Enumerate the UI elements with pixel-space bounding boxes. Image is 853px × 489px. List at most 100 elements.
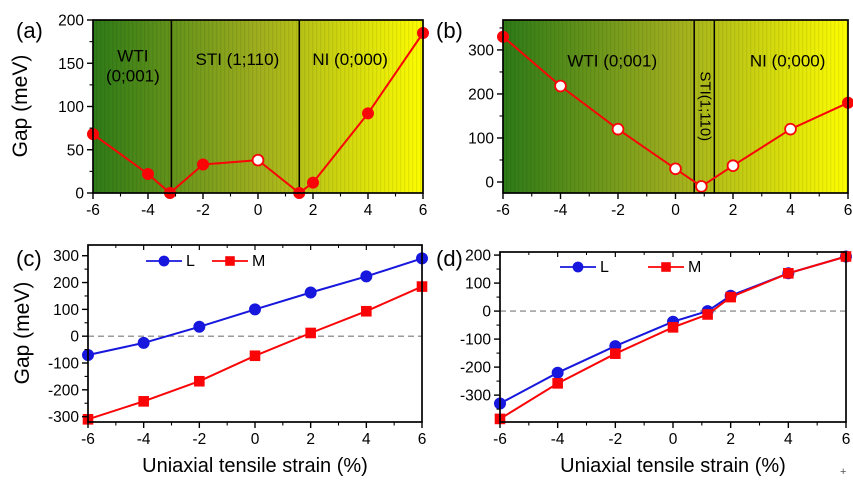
y-tick-label: -300 <box>48 409 79 426</box>
x-tick-label: -6 <box>81 431 95 448</box>
region-label: WTI <box>117 47 148 66</box>
region-label: NI (0;000) <box>750 52 826 71</box>
x-tick-label: 0 <box>251 431 260 448</box>
x-tick-label: 0 <box>669 431 678 448</box>
y-tick-label: 50 <box>67 142 85 159</box>
x-tick-label: 6 <box>419 202 428 219</box>
series-Gap-point <box>669 162 682 176</box>
series-Gap-point <box>142 167 155 180</box>
x-tick-label: -2 <box>192 431 206 448</box>
panel-b-chart: WTI (0;001) STI(1;110) NI (0;000) -6 -4 -2 0 2 4… <box>436 18 853 219</box>
series-L-point <box>360 270 373 283</box>
y-tick-label: 300 <box>468 42 494 59</box>
series-M-point <box>361 305 372 317</box>
series-M-point <box>194 375 205 387</box>
region-label: NI (0;000) <box>312 50 388 69</box>
y-tick-label: 100 <box>53 302 79 319</box>
x-tick-label: 0 <box>671 202 680 219</box>
x-tick-label: -2 <box>196 202 210 219</box>
region-label: STI(1;110) <box>696 71 713 141</box>
region-label: WTI (0;001) <box>567 52 657 71</box>
y-tick-label: -200 <box>48 382 79 399</box>
x-axis-title: Uniaxial tensile strain (%) <box>142 455 368 477</box>
y-tick-label: 300 <box>53 248 79 265</box>
x-tick-label: -2 <box>608 431 622 448</box>
y-tick-label: 0 <box>482 304 491 321</box>
series-Gap-point <box>197 158 210 171</box>
x-axis-title: Uniaxial tensile strain (%) <box>560 455 786 477</box>
x-tick-label: 2 <box>309 202 318 219</box>
y-tick-label: 100 <box>468 130 494 147</box>
series-M-point <box>702 309 713 320</box>
series-M-point <box>783 267 794 279</box>
legend-M-label: M <box>252 253 265 270</box>
panel-label: (c) <box>16 246 42 271</box>
region-label: STI (1;110) <box>195 50 279 69</box>
y-tick-label: -200 <box>460 360 491 377</box>
series-Gap-point <box>695 180 708 193</box>
x-tick-label: -2 <box>611 202 625 219</box>
series-Gap-point <box>784 122 797 136</box>
x-tick-label: 4 <box>786 202 795 219</box>
y-tick-label: 100 <box>465 276 491 293</box>
x-tick-label: -4 <box>141 202 155 219</box>
series-M-point <box>667 322 679 333</box>
series-L-point <box>249 303 262 316</box>
series-L-point <box>193 320 206 333</box>
y-tick-label: 200 <box>53 275 79 292</box>
series-M-point <box>725 291 736 303</box>
series-M-point <box>610 348 621 359</box>
y-tick-label: 0 <box>70 329 79 346</box>
y-tick-label: 200 <box>468 86 494 103</box>
legend-L-marker <box>158 255 170 267</box>
x-tick-label: -6 <box>496 202 510 219</box>
y-axis-title: Gap (meV) <box>9 55 32 158</box>
panel-label: (b) <box>436 18 463 43</box>
y-tick-label: 0 <box>75 186 84 203</box>
x-tick-label: -4 <box>137 431 151 448</box>
y-tick-label: 150 <box>58 56 84 73</box>
y-tick-label: -100 <box>48 356 79 373</box>
x-tick-label: 2 <box>729 202 738 219</box>
series-M-point <box>305 327 316 339</box>
x-tick-label: 0 <box>254 202 263 219</box>
y-axis-title: Gap (meV) <box>11 282 34 385</box>
x-tick-label: 6 <box>418 431 427 448</box>
series-Gap-point <box>362 107 375 120</box>
panel-d-chart: -6 -4 -2 0 2 4 6 -300 -200 -100 0 100 200 Uniaxial te… <box>436 246 853 477</box>
panel-label: (a) <box>16 18 43 43</box>
region-label: (0;001) <box>106 67 160 86</box>
corner-artifact: + <box>840 466 847 478</box>
series-Gap-point <box>554 79 567 93</box>
series-M-point <box>138 396 149 407</box>
legend-L-label: L <box>600 259 609 276</box>
x-tick-label: 4 <box>784 431 793 448</box>
x-tick-label: 6 <box>844 202 853 219</box>
x-tick-label: 2 <box>726 431 735 448</box>
series-M-point <box>249 350 261 362</box>
x-tick-label: 2 <box>306 431 315 448</box>
y-tick-label: -300 <box>460 388 491 405</box>
y-tick-label: 200 <box>465 248 491 265</box>
x-tick-label: -6 <box>86 202 100 219</box>
panel-c-chart: -6 -4 -2 0 2 4 6 -300 -200 -100 0 100 200 300 Gap (meV… <box>11 244 429 477</box>
series-Gap-point <box>726 159 740 173</box>
series-Gap-point <box>307 176 320 189</box>
panel-label: (d) <box>436 246 463 271</box>
x-tick-label: -6 <box>493 431 507 448</box>
legend-M-marker <box>225 256 235 266</box>
series-L-point <box>137 336 150 349</box>
series-L-point <box>304 286 317 299</box>
legend-L-marker <box>572 261 584 273</box>
series-M-line <box>499 255 847 420</box>
x-tick-label: 6 <box>842 431 851 448</box>
y-tick-label: -100 <box>460 332 491 349</box>
x-tick-label: 4 <box>364 202 373 219</box>
y-tick-label: 0 <box>485 174 494 191</box>
x-tick-label: 4 <box>362 431 371 448</box>
legend-M-marker <box>661 262 671 272</box>
series-Gap-line <box>502 35 849 188</box>
series-Gap-point <box>251 153 265 167</box>
legend-L-label: L <box>186 253 195 270</box>
